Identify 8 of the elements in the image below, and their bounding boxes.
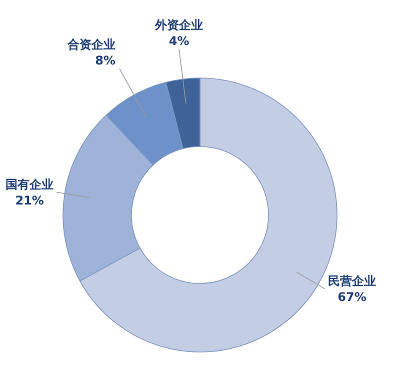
slice-label: 国有企业: [6, 177, 54, 192]
data-label: 67%: [338, 290, 366, 304]
data-label: 21%: [15, 193, 44, 208]
slice-label: 外资企业: [154, 18, 204, 32]
slice-label: 合资企业: [66, 38, 116, 52]
data-label: 4%: [168, 34, 190, 48]
data-label: 8%: [95, 54, 116, 68]
slice-label: 民营企业: [328, 274, 376, 288]
